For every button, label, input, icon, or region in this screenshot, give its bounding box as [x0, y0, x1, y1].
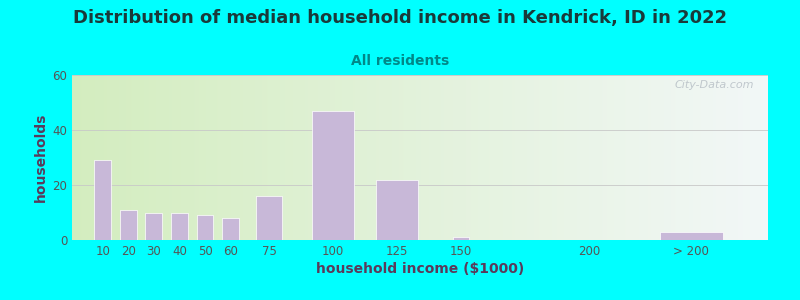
- Bar: [257, 196, 282, 240]
- Bar: [222, 218, 239, 240]
- X-axis label: household income ($1000): household income ($1000): [316, 262, 524, 276]
- Text: All residents: All residents: [351, 54, 449, 68]
- Bar: [453, 237, 470, 240]
- Y-axis label: households: households: [34, 113, 48, 202]
- Bar: [120, 210, 137, 240]
- Bar: [197, 215, 214, 240]
- Text: City-Data.com: City-Data.com: [674, 80, 754, 90]
- Bar: [376, 179, 418, 240]
- Bar: [94, 160, 111, 240]
- Bar: [171, 212, 188, 240]
- Text: Distribution of median household income in Kendrick, ID in 2022: Distribution of median household income …: [73, 9, 727, 27]
- Bar: [312, 111, 354, 240]
- Bar: [146, 212, 162, 240]
- Bar: [660, 232, 722, 240]
